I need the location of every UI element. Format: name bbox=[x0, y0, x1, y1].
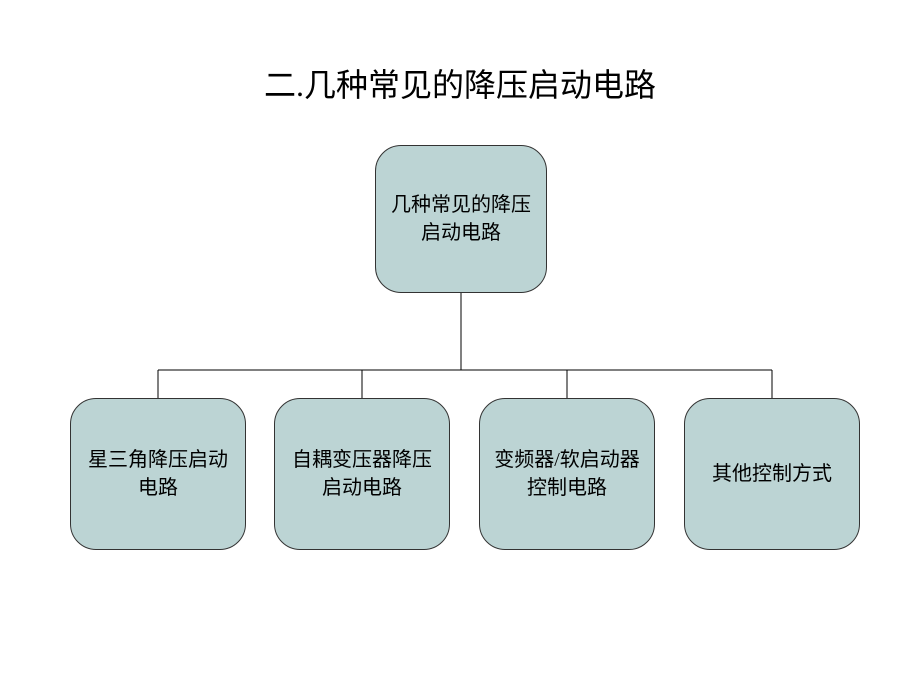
child-node-label: 其他控制方式 bbox=[712, 460, 832, 488]
page-title: 二.几种常见的降压启动电路 bbox=[0, 60, 920, 106]
child-node: 变频器/软启动器控制电路 bbox=[479, 398, 655, 550]
child-node-label: 变频器/软启动器控制电路 bbox=[490, 446, 644, 502]
child-node: 其他控制方式 bbox=[684, 398, 860, 550]
child-node: 自耦变压器降压启动电路 bbox=[274, 398, 450, 550]
root-node-label: 几种常见的降压启动电路 bbox=[386, 191, 536, 247]
child-node-label: 自耦变压器降压启动电路 bbox=[285, 446, 439, 502]
child-node-label: 星三角降压启动电路 bbox=[81, 446, 235, 502]
root-node: 几种常见的降压启动电路 bbox=[375, 145, 547, 293]
child-node: 星三角降压启动电路 bbox=[70, 398, 246, 550]
